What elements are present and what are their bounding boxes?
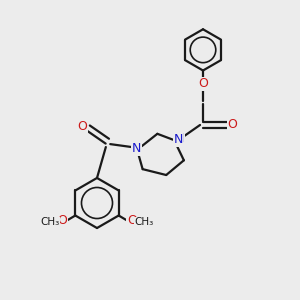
Text: O: O: [227, 118, 237, 131]
Text: O: O: [127, 214, 137, 227]
Text: N: N: [173, 133, 183, 146]
Text: N: N: [132, 142, 141, 155]
Text: O: O: [57, 214, 67, 227]
Text: CH₃: CH₃: [40, 217, 59, 227]
Text: O: O: [77, 120, 87, 133]
Text: N: N: [175, 132, 184, 145]
Text: O: O: [198, 77, 208, 90]
Text: CH₃: CH₃: [135, 217, 154, 227]
